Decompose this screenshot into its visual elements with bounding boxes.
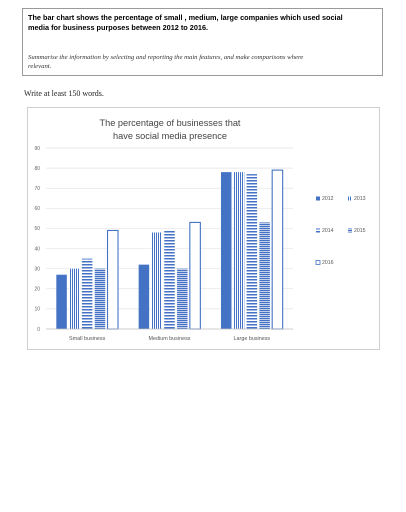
bar-2013-small-business [69, 268, 80, 329]
legend-label: 2016 [322, 260, 334, 266]
chart-title: The percentage of businesses that [100, 118, 241, 128]
bar-2015-small-business [94, 268, 106, 329]
y-tick-label: 20 [34, 287, 40, 293]
bar-2012-large-business [220, 172, 232, 329]
legend-label: 2012 [322, 196, 334, 202]
y-tick-label: 10 [34, 307, 40, 313]
bar-2013-medium-business [151, 232, 162, 329]
axes: 0 10 20 30 40 50 60 70 80 90 Small business Medium … [34, 146, 293, 342]
bars [56, 169, 284, 330]
bar-2014-large-business [246, 174, 258, 329]
bar-2012-small-business [56, 274, 67, 329]
word-count-note: Write at least 150 words. [24, 89, 104, 98]
y-tick-label: 40 [34, 246, 40, 252]
bar-2016-medium-business [189, 221, 201, 330]
x-category-label: Small business [69, 336, 106, 342]
task-heading-line: The bar chart shows the percentage of sm… [28, 13, 343, 22]
bar-2013-large-business [233, 172, 245, 329]
legend: 2012 2013 2014 2015 2016 [315, 196, 366, 266]
task-heading-line: media for business purposes between 2012… [28, 23, 209, 32]
y-tick-label: 90 [34, 146, 40, 152]
bar-2015-medium-business [177, 268, 188, 329]
y-tick-label: 50 [34, 226, 40, 232]
legend-label: 2014 [322, 228, 334, 234]
task-prompt-box: The bar chart shows the percentage of sm… [22, 8, 383, 76]
y-tick-label: 0 [37, 327, 40, 333]
legend-label: 2015 [354, 228, 366, 234]
legend-swatch [348, 228, 352, 233]
bar-2014-medium-business [164, 230, 175, 329]
bar-2016-large-business [271, 169, 284, 330]
task-heading: The bar chart shows the percentage of sm… [28, 13, 378, 33]
task-instruction-line: Summarise the information by selecting a… [28, 54, 304, 61]
legend-swatch [348, 196, 352, 201]
legend-label: 2013 [354, 196, 366, 202]
y-tick-label: 80 [34, 166, 40, 172]
x-category-label: Large business [234, 336, 271, 342]
task-instruction-line: relevant. [28, 63, 52, 70]
chart-frame: The percentage of businesses that have s… [27, 107, 380, 350]
y-tick-label: 70 [34, 186, 40, 192]
bar-2015-large-business [259, 222, 270, 329]
bar-2016-small-business [106, 229, 119, 330]
chart-title: have social media presence [113, 131, 227, 141]
bar-chart: The percentage of businesses that have s… [34, 118, 366, 342]
task-instruction: Summarise the information by selecting a… [28, 53, 378, 71]
y-tick-label: 60 [34, 206, 40, 212]
bar-2012-medium-business [138, 264, 150, 329]
legend-swatch [315, 260, 321, 265]
legend-swatch [316, 196, 320, 201]
x-category-label: Medium business [149, 336, 191, 342]
legend-swatch [316, 228, 320, 233]
bar-2014-small-business [81, 258, 93, 329]
y-tick-label: 30 [34, 266, 40, 272]
